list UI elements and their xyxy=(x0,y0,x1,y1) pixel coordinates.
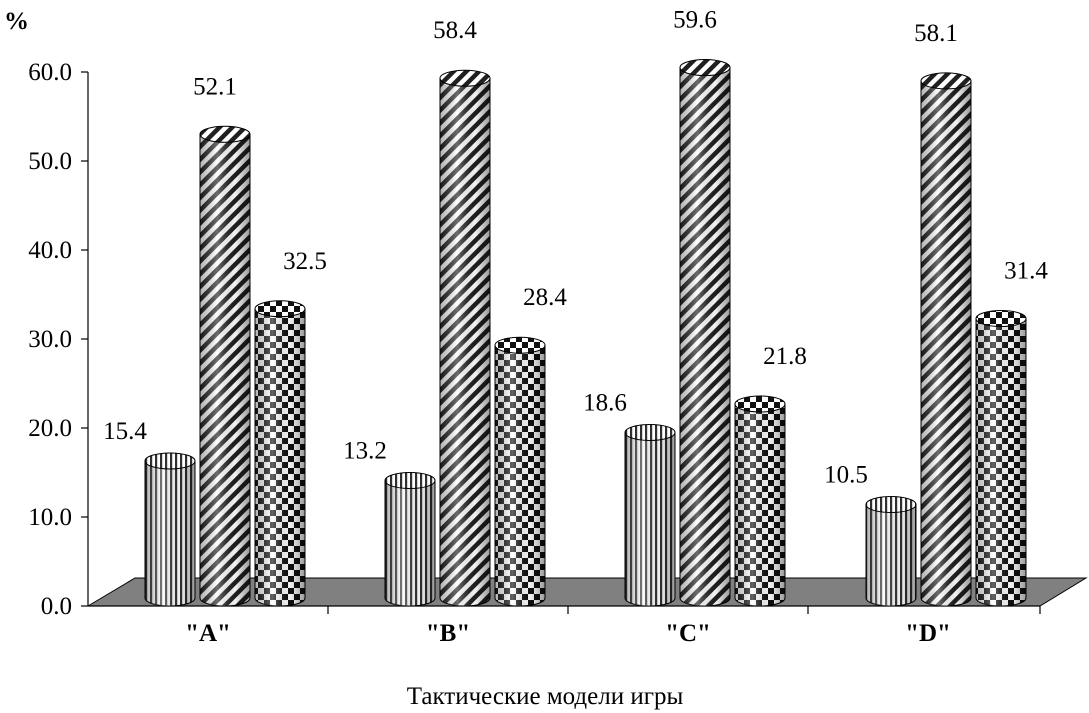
bar-top xyxy=(254,300,306,318)
bar-0-2 xyxy=(624,423,676,607)
x-category-label: "D" xyxy=(905,620,951,647)
bar-top xyxy=(494,336,546,354)
y-tick-label: 60.0 xyxy=(28,59,72,86)
data-labels: 15.4 13.2 18.6 10.5 52.1 58.4 59.6 58.1 32.5 28.4… xyxy=(103,7,1048,489)
y-axis-ticks: 0.0 10.0 20.0 30.0 40.0 50.0 60.0 xyxy=(28,59,88,620)
bar-top xyxy=(199,125,251,143)
y-unit-label: % xyxy=(4,8,29,35)
bar-shading xyxy=(976,318,1026,606)
bar-0-1 xyxy=(384,472,436,607)
bar-top xyxy=(384,472,436,490)
bar-2-2 xyxy=(734,395,786,607)
y-tick-label: 20.0 xyxy=(28,415,72,442)
bar-shading xyxy=(200,134,250,606)
bar-2-1 xyxy=(494,336,546,607)
bar-shading xyxy=(255,308,305,606)
x-axis-title: Тактические модели игры xyxy=(407,683,684,710)
bar-shading xyxy=(440,78,490,607)
data-label: 58.4 xyxy=(433,17,477,44)
y-tick-label: 30.0 xyxy=(28,326,72,353)
y-tick-label: 50.0 xyxy=(28,148,72,175)
bar-1-3 xyxy=(920,72,972,607)
data-label: 13.2 xyxy=(343,438,387,465)
bar-2-3 xyxy=(975,310,1027,607)
bar-shading xyxy=(495,345,545,606)
bar-top xyxy=(144,452,196,470)
data-label: 32.5 xyxy=(283,248,327,275)
bar-1-0 xyxy=(199,125,251,607)
data-label: 31.4 xyxy=(1004,258,1048,285)
bar-0-0 xyxy=(144,452,196,607)
bar-shading xyxy=(385,480,435,606)
y-tick-label: 0.0 xyxy=(41,593,72,620)
bar-top xyxy=(439,69,491,87)
x-category-label: "C" xyxy=(665,620,711,647)
y-tick-label: 10.0 xyxy=(28,504,72,531)
data-label: 10.5 xyxy=(824,462,868,489)
bar-shading xyxy=(921,80,971,606)
y-tick-label: 40.0 xyxy=(28,237,72,264)
bar-shading xyxy=(145,460,195,606)
data-label: 28.4 xyxy=(523,284,567,311)
data-label: 21.8 xyxy=(763,343,807,370)
data-label: 18.6 xyxy=(583,389,627,416)
data-label: 59.6 xyxy=(673,7,717,34)
bar-shading xyxy=(680,67,730,606)
data-label: 58.1 xyxy=(914,20,958,47)
bar-1-2 xyxy=(679,59,731,607)
bar-top xyxy=(734,395,786,413)
bar-shading xyxy=(735,403,785,606)
bar-top xyxy=(679,59,731,77)
bar-top xyxy=(624,423,676,441)
bar-shading xyxy=(625,432,675,606)
x-category-label: "A" xyxy=(185,620,231,647)
bar-1-1 xyxy=(439,69,491,607)
data-label: 15.4 xyxy=(103,418,147,445)
bar-0-3 xyxy=(865,496,917,607)
bar-2-0 xyxy=(254,300,306,607)
bar-shading xyxy=(866,504,916,606)
bar-top xyxy=(865,496,917,514)
bar-top xyxy=(920,72,972,90)
bar-group xyxy=(144,59,1027,607)
data-label: 52.1 xyxy=(193,73,237,100)
bar-top xyxy=(975,310,1027,328)
x-axis-ticks: "A" "B" "C" "D" xyxy=(185,606,1041,647)
x-category-label: "B" xyxy=(426,620,470,647)
